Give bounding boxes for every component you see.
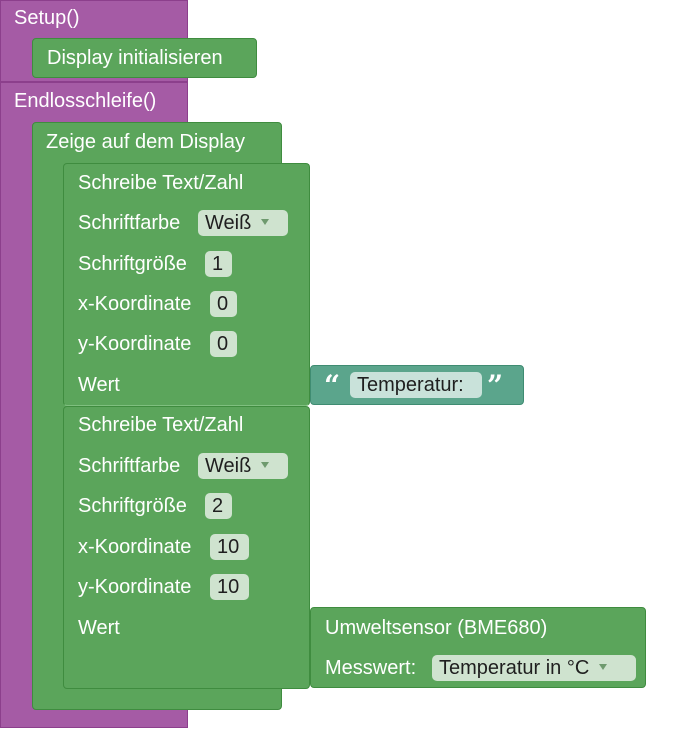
x-coord-label-2: x-Koordinate xyxy=(78,536,192,558)
loop-label: Endlosschleife() xyxy=(14,90,157,112)
write-title-1: Schreibe Text/Zahl xyxy=(78,172,244,194)
sensor-label: Umweltsensor (BME680) xyxy=(325,617,548,639)
close-quote-icon: ” xyxy=(487,369,504,402)
font-color-value-1: Weiß xyxy=(205,212,252,234)
font-color-label-2: Schriftfarbe xyxy=(78,455,181,477)
y-coord-input-2[interactable]: 10 xyxy=(210,574,249,600)
font-size-input-1[interactable]: 1 xyxy=(205,251,232,277)
measure-dropdown[interactable]: Temperatur in °C xyxy=(432,655,636,681)
x-coord-input-1[interactable]: 0 xyxy=(210,291,237,317)
x-coord-label-1: x-Koordinate xyxy=(78,293,192,315)
value-label-1: Wert xyxy=(78,374,120,396)
chevron-down-icon xyxy=(261,218,270,225)
measure-label: Messwert: xyxy=(325,657,417,679)
y-coord-input-1[interactable]: 0 xyxy=(210,331,237,357)
chevron-down-icon xyxy=(599,663,608,670)
value-label-2: Wert xyxy=(78,617,120,639)
text-literal-input[interactable]: Temperatur: xyxy=(350,372,482,398)
font-size-label-1: Schriftgröße xyxy=(78,253,187,275)
open-quote-icon: “ xyxy=(324,369,341,402)
font-size-input-2[interactable]: 2 xyxy=(205,493,232,519)
setup-label: Setup() xyxy=(14,7,80,29)
write-text-block-1[interactable] xyxy=(63,163,310,406)
y-coord-label-2: y-Koordinate xyxy=(78,576,192,598)
write-title-2: Schreibe Text/Zahl xyxy=(78,414,244,436)
display-init-block[interactable] xyxy=(32,38,257,78)
measure-value: Temperatur in °C xyxy=(439,657,590,679)
font-color-label-1: Schriftfarbe xyxy=(78,212,181,234)
font-color-dropdown-1[interactable]: Weiß xyxy=(198,210,288,236)
chevron-down-icon xyxy=(261,461,270,468)
x-coord-input-2[interactable]: 10 xyxy=(210,534,249,560)
font-color-dropdown-2[interactable]: Weiß xyxy=(198,453,288,479)
show-display-label: Zeige auf dem Display xyxy=(46,131,245,153)
y-coord-label-1: y-Koordinate xyxy=(78,333,192,355)
font-size-label-2: Schriftgröße xyxy=(78,495,187,517)
font-color-value-2: Weiß xyxy=(205,455,252,477)
display-init-label: Display initialisieren xyxy=(47,47,223,69)
